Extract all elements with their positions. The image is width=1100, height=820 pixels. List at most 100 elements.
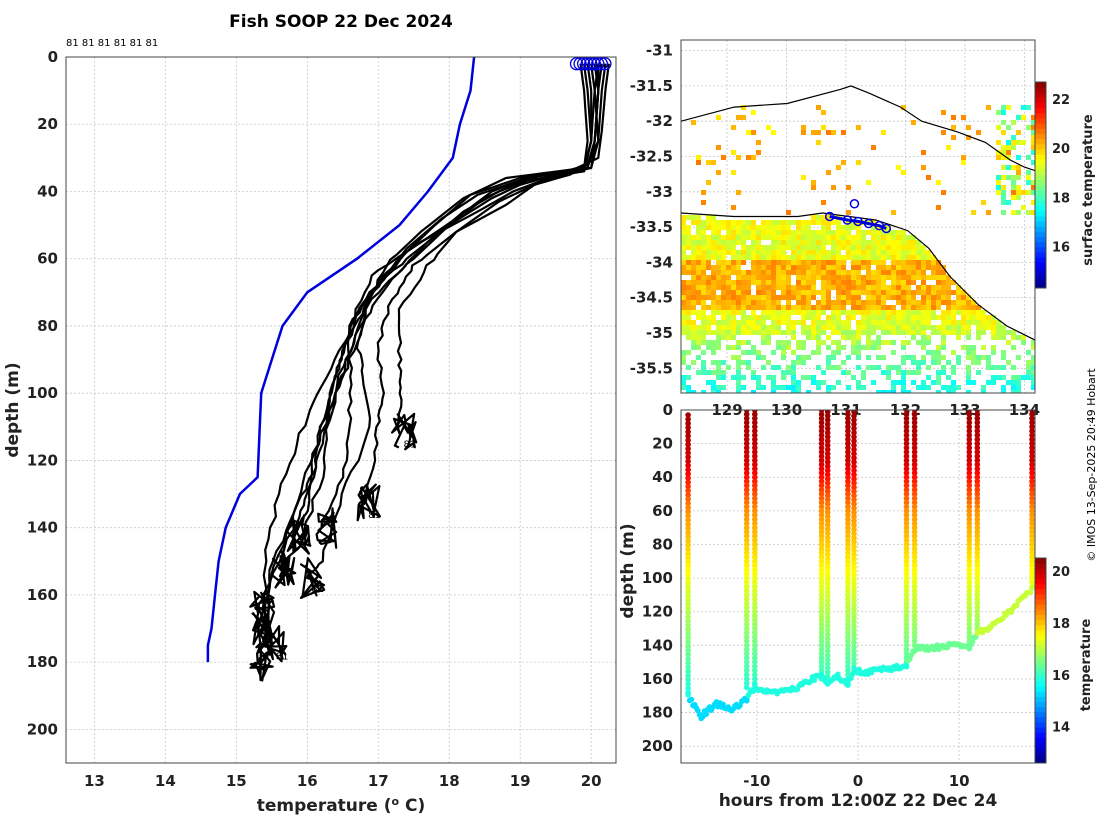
sst-pixel <box>816 365 821 370</box>
sst-pixel <box>791 240 796 245</box>
sst-pixel <box>1006 165 1011 170</box>
sst-pixel <box>1031 375 1035 380</box>
cast-sample <box>966 411 973 418</box>
sst-pixel <box>736 365 741 370</box>
sst-pixel <box>806 390 811 393</box>
sst-pixel <box>711 225 716 230</box>
cast-sample <box>818 583 825 590</box>
sst-pixel <box>851 240 856 245</box>
colorbar-segment <box>1035 573 1046 579</box>
cast-sample <box>685 555 691 561</box>
sst-pixel <box>841 300 846 305</box>
cast-sample <box>743 680 750 686</box>
plot-frame <box>65 56 617 764</box>
sst-pixel <box>1006 380 1011 385</box>
sst-pixel <box>1031 185 1035 190</box>
sst-pixel <box>781 315 786 320</box>
cast-sample <box>1029 432 1035 439</box>
colorbar-segment <box>1035 629 1046 636</box>
cast-sample <box>851 589 857 596</box>
cast-sample <box>685 576 691 582</box>
sst-pixel <box>851 305 856 310</box>
cast-sample <box>1029 436 1035 443</box>
cast-sample <box>845 533 851 539</box>
sst-pixel <box>746 315 751 320</box>
sst-pixel <box>846 250 851 255</box>
sst-pixel <box>866 265 871 270</box>
sst-pixel <box>751 295 756 300</box>
sst-pixel <box>851 375 856 380</box>
cast-sample <box>845 453 851 460</box>
sst-pixel <box>821 320 826 325</box>
cast-sample <box>911 419 918 426</box>
sst-pixel <box>876 265 881 270</box>
cast-sample <box>974 436 981 443</box>
sst-pixel <box>776 270 781 275</box>
cast-sample <box>743 470 750 476</box>
cast-sample <box>845 445 851 451</box>
sst-pixel <box>686 325 691 330</box>
sst-pixel <box>906 295 911 300</box>
sst-pixel <box>921 345 926 350</box>
sst-pixel <box>1006 330 1011 335</box>
sst-pixel <box>981 200 986 205</box>
cast-sample <box>752 676 758 682</box>
cast-sample <box>851 413 857 419</box>
cast-sample <box>974 487 981 493</box>
cast-sample <box>851 410 857 415</box>
cast-sample <box>685 475 691 481</box>
cast-sample <box>685 647 691 654</box>
sst-pixel <box>746 270 751 275</box>
cast-sample <box>752 638 758 644</box>
sst-pixel <box>746 325 751 330</box>
sst-pixel <box>891 305 896 310</box>
colorbar-segment <box>1035 210 1046 217</box>
sst-pixel <box>761 305 766 310</box>
ship-track <box>829 215 887 230</box>
cast-sample <box>752 453 758 460</box>
cast-sample <box>966 634 973 640</box>
sst-pixel <box>706 315 711 320</box>
sst-pixel <box>981 355 986 360</box>
sst-pixel <box>851 255 856 260</box>
sst-pixel <box>946 315 951 320</box>
cast-sample <box>911 583 918 590</box>
sst-pixel <box>716 280 721 285</box>
sst-pixel <box>711 345 716 350</box>
sst-pixel <box>761 365 766 370</box>
sst-pixel <box>1026 125 1031 130</box>
sst-pixel <box>846 280 851 285</box>
sst-pixel <box>831 340 836 345</box>
sst-pixel <box>816 235 821 240</box>
map-y-tick-label: -32 <box>646 112 673 130</box>
sst-pixel <box>746 280 751 285</box>
sst-pixel <box>716 145 721 150</box>
sst-pixel <box>736 290 741 295</box>
sst-pixel <box>686 225 691 230</box>
sst-pixel <box>681 290 686 295</box>
sst-pixel <box>851 330 856 335</box>
sst-pixel <box>871 225 876 230</box>
sst-pixel <box>796 345 801 350</box>
cast-sample <box>752 482 758 489</box>
cast-sample <box>903 440 910 447</box>
sst-pixel <box>926 260 931 265</box>
colorbar-segment <box>1035 112 1046 119</box>
sst-pixel <box>926 335 931 340</box>
sst-pixel <box>901 330 906 335</box>
sst-pixel <box>816 140 821 145</box>
cast-sample <box>966 533 973 539</box>
sst-pixel <box>766 245 771 250</box>
sst-pixel <box>901 325 906 330</box>
cast-sample <box>845 487 851 493</box>
cast-sample <box>974 478 981 485</box>
sst-pixel <box>941 325 946 330</box>
sst-pixel <box>686 300 691 305</box>
sst-pixel <box>761 220 766 225</box>
sst-pixel <box>711 385 716 390</box>
profile-end-label: 81 <box>262 635 275 646</box>
colorbar-segment <box>1035 164 1046 171</box>
sst-pixel <box>696 310 701 315</box>
cast-sample <box>743 474 750 481</box>
sst-pixel <box>796 355 801 360</box>
